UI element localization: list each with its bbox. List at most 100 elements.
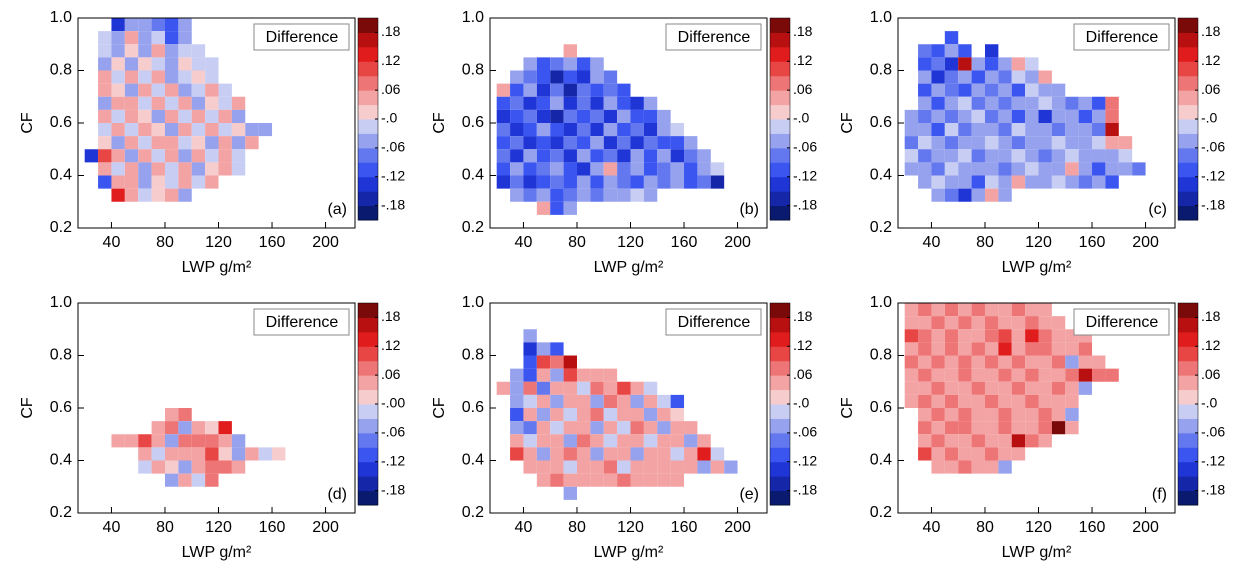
heat-cell <box>931 136 945 150</box>
heat-cell <box>576 57 591 71</box>
heat-cell <box>944 447 959 461</box>
heat-cell <box>944 408 959 422</box>
heat-cell <box>1025 175 1039 189</box>
heat-cell <box>191 136 206 150</box>
heat-cell <box>1011 434 1026 448</box>
heat-cell <box>1092 175 1106 189</box>
heat-cell <box>563 394 577 408</box>
heat-cell <box>958 421 972 435</box>
heat-cell <box>1038 162 1052 176</box>
colorbar-tick-label: .06 <box>793 366 813 382</box>
heat-cell <box>1038 355 1052 369</box>
heat-cell <box>218 123 232 137</box>
heat-cell <box>124 83 139 97</box>
heat-cell <box>111 31 125 45</box>
heat-cell <box>958 162 972 176</box>
x-axis-label: LWP g/m² <box>1002 259 1072 276</box>
heat-cell <box>958 188 972 202</box>
heat-cell <box>178 460 192 474</box>
heat-cell <box>536 342 551 356</box>
heat-cell <box>984 408 999 422</box>
heat-cell <box>1051 162 1066 176</box>
heat-cell <box>944 96 959 110</box>
x-axis-label: LWP g/m² <box>182 544 252 561</box>
y-tick-label: 0.8 <box>870 62 892 79</box>
heat-cell <box>697 447 711 461</box>
heat-cell <box>958 447 972 461</box>
heat-cell <box>643 162 658 176</box>
heat-cell <box>1092 136 1106 150</box>
colorbar-band <box>358 404 378 419</box>
heat-cell <box>1092 162 1106 176</box>
heat-cell <box>971 381 985 395</box>
colorbar-band <box>770 90 790 106</box>
heat-cell <box>205 70 219 84</box>
heat-cell <box>1065 368 1079 382</box>
heat-cell <box>1011 394 1026 408</box>
heat-cell <box>191 96 206 110</box>
heat-cell <box>218 109 232 123</box>
colorbar-band <box>1178 205 1198 221</box>
heat-cell <box>550 188 564 202</box>
heat-cell <box>918 447 932 461</box>
colorbar-tick-label: -.0 <box>1201 395 1218 411</box>
colorbar-band <box>1178 90 1198 106</box>
heat-cell <box>1078 109 1093 123</box>
heat-cell <box>98 57 112 71</box>
legend-text: Difference <box>1086 314 1159 331</box>
heat-cell <box>971 96 985 110</box>
heat-cell <box>1011 57 1026 71</box>
heat-cell <box>138 83 152 97</box>
heat-cell <box>697 175 711 189</box>
heat-cell <box>710 162 725 176</box>
heat-cell <box>1078 381 1093 395</box>
colorbar-tick-label: -.0 <box>381 110 398 126</box>
heat-cell <box>590 421 604 435</box>
heat-cell <box>1065 175 1079 189</box>
x-tick-label: 80 <box>156 234 174 251</box>
heat-cell <box>98 70 112 84</box>
heat-cell <box>1038 175 1052 189</box>
colorbar-tick-label: .06 <box>1201 81 1221 97</box>
heat-cell <box>998 355 1012 369</box>
heat-cell <box>958 394 972 408</box>
heat-cell <box>918 342 932 356</box>
heat-cell <box>657 447 671 461</box>
colorbar-band <box>358 46 378 62</box>
heat-cell <box>971 175 985 189</box>
colorbar-band <box>1178 432 1198 448</box>
heat-cell <box>643 96 658 110</box>
heat-cell <box>111 57 125 71</box>
heat-cell <box>151 434 165 448</box>
heat-cell <box>944 123 959 137</box>
heat-cell <box>670 162 685 176</box>
heat-cell <box>603 460 618 474</box>
heat-cell <box>1011 355 1026 369</box>
heat-cell <box>931 109 945 123</box>
heat-cell <box>697 434 711 448</box>
heat-cell <box>536 96 551 110</box>
heat-cell <box>523 149 537 163</box>
colorbar-tick-label: -.00 <box>381 395 405 411</box>
heat-cell <box>603 447 618 461</box>
heat-cell <box>151 162 165 176</box>
heat-cell <box>1078 342 1093 356</box>
heat-cell <box>1051 381 1066 395</box>
heat-cell <box>931 381 945 395</box>
heat-cell <box>191 162 206 176</box>
heat-cell <box>904 123 919 137</box>
heat-cell <box>111 149 125 163</box>
heat-cell <box>576 473 591 487</box>
heat-cell <box>971 123 985 137</box>
heat-cell <box>958 381 972 395</box>
heat-cell <box>496 381 511 395</box>
heat-cell <box>971 368 985 382</box>
heat-cell <box>1051 83 1066 97</box>
heat-cell <box>1118 162 1133 176</box>
heat-cell <box>918 355 932 369</box>
heat-cell <box>931 44 945 58</box>
heat-cell <box>617 188 631 202</box>
heat-cell <box>971 83 985 97</box>
x-tick-label: 160 <box>1079 234 1106 251</box>
heat-cell <box>164 136 179 150</box>
